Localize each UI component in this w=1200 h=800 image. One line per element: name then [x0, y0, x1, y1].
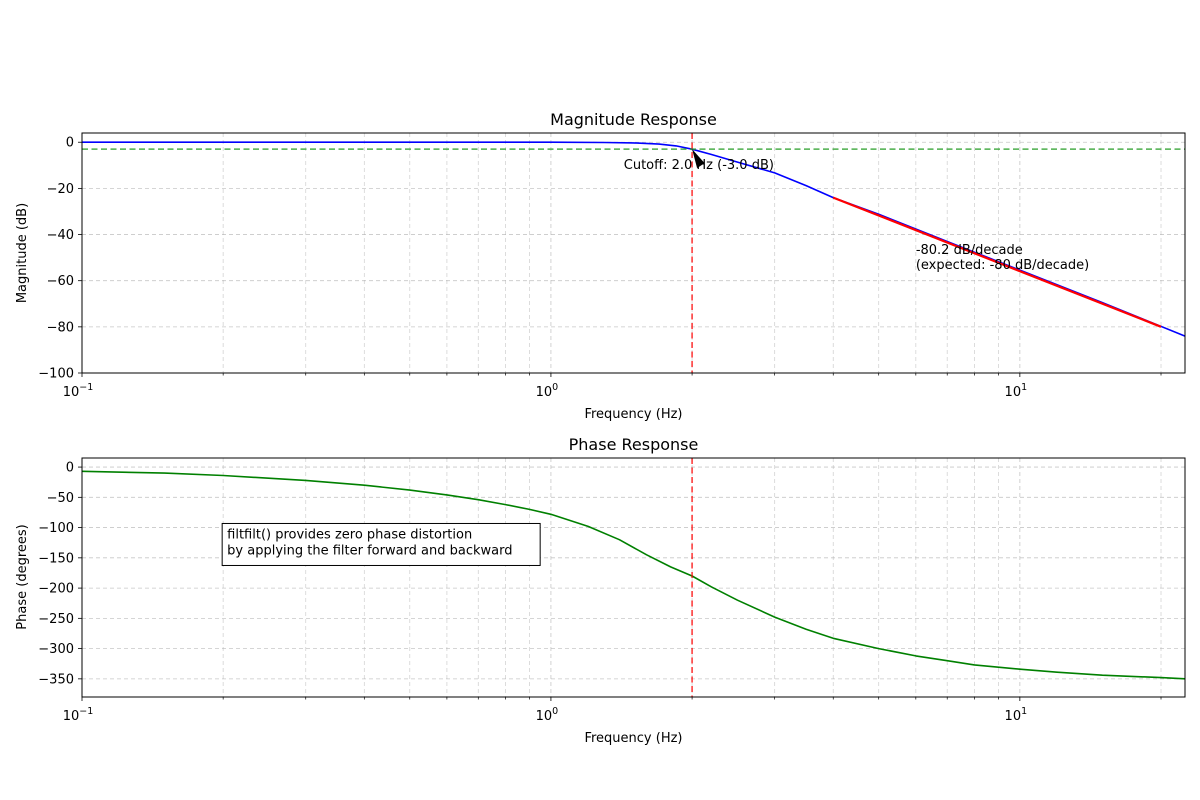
phase-annotation-box — [221, 522, 541, 566]
phase-y-tick-label: −150 — [38, 551, 74, 566]
magnitude-y-tick-label: −80 — [47, 320, 74, 335]
magnitude-x-tick-label: 100 — [536, 382, 559, 400]
magnitude-x-tick-base: 10 — [63, 385, 80, 400]
magnitude-y-tick-label: −100 — [38, 367, 74, 382]
phase-y-tick-label: 0 — [66, 461, 74, 476]
slope-annotation-line-1: -80.2 dB/decade — [916, 243, 1023, 258]
phase-y-axis-label: Phase (degrees) — [15, 524, 30, 629]
magnitude-y-tick-label: −60 — [47, 274, 74, 289]
magnitude-x-tick-exp: 0 — [552, 382, 558, 393]
magnitude-y-tick-label: −20 — [47, 182, 74, 197]
magnitude-series — [82, 141, 1186, 337]
magnitude-x-tick-exp: 1 — [1021, 382, 1027, 393]
phase-annotation: filtfilt() provides zero phase distortio… — [227, 527, 512, 558]
phase-y-tick-label: −200 — [38, 582, 74, 597]
phase-x-tick-exp: 0 — [552, 706, 558, 717]
phase-annotation-line-2: by applying the filter forward and backw… — [227, 543, 512, 558]
phase-y-tick-label: −350 — [38, 672, 74, 687]
phase-y-tick-label: −50 — [47, 491, 74, 506]
magnitude-panel: 10−1 100 101 0−20−40−60−80−100 Magnitude R… — [15, 110, 1186, 422]
phase-x-tick-base: 10 — [63, 709, 80, 724]
phase-x-tick-exp: 1 — [1021, 706, 1027, 717]
magnitude-x-axis-label: Frequency (Hz) — [584, 407, 682, 422]
magnitude-x-tick-label: 10−1 — [63, 382, 94, 400]
phase-y-ticks: 0 −50 −100 −150 −200 −250 −300 −350 — [38, 461, 82, 687]
phase-series — [81, 470, 1186, 680]
magnitude-reference-lines — [82, 133, 1185, 373]
magnitude-y-axis-label: Magnitude (dB) — [15, 203, 30, 303]
phase-annotations: filtfilt() provides zero phase distortio… — [221, 522, 541, 566]
magnitude-x-tick-base: 10 — [1005, 385, 1022, 400]
magnitude-annotations: Cutoff: 2.0 Hz (-3.0 dB) -80.2 dB/decade… — [624, 149, 1089, 273]
cutoff-arrow — [692, 149, 705, 169]
magnitude-y-tick-label: −40 — [47, 228, 74, 243]
magnitude-x-tick-base: 10 — [536, 385, 553, 400]
phase-series-line-1 — [81, 470, 1186, 680]
slope-annotation: -80.2 dB/decade (expected: -80 dB/decade… — [916, 243, 1089, 273]
magnitude-x-ticks: 10−1 100 101 — [63, 373, 1162, 400]
phase-axes-frame — [81, 457, 1186, 698]
phase-x-tick-label: 101 — [1005, 706, 1028, 724]
phase-x-tick-label: 10−1 — [63, 706, 94, 724]
magnitude-x-tick-label: 101 — [1005, 382, 1028, 400]
phase-grid — [81, 458, 1185, 697]
phase-x-tick-base: 10 — [1005, 709, 1022, 724]
magnitude-title: Magnitude Response — [550, 110, 717, 129]
phase-x-ticks: 10−1 100 101 — [63, 697, 1162, 724]
phase-annotation-line-1: filtfilt() provides zero phase distortio… — [227, 527, 472, 542]
phase-x-axis-label: Frequency (Hz) — [584, 731, 682, 746]
phase-y-tick-label: −100 — [38, 521, 74, 536]
phase-y-tick-label: −250 — [38, 612, 74, 627]
phase-panel: 10−1 100 101 0−50−100−150−200−250−300−350 … — [15, 435, 1186, 746]
phase-title: Phase Response — [569, 435, 699, 454]
phase-x-tick-exp: −1 — [79, 706, 93, 717]
magnitude-axes-frame — [81, 132, 1186, 374]
cutoff-annotation: Cutoff: 2.0 Hz (-3.0 dB) — [624, 158, 774, 173]
phase-x-tick-label: 100 — [536, 706, 559, 724]
magnitude-y-tick-label: 0 — [66, 136, 74, 151]
phase-y-tick-label: −300 — [38, 642, 74, 657]
slope-annotation-line-2: (expected: -80 dB/decade) — [916, 258, 1089, 273]
magnitude-series-line-2 — [832, 196, 1162, 328]
phase-x-tick-base: 10 — [536, 709, 553, 724]
magnitude-x-tick-exp: −1 — [79, 382, 93, 393]
magnitude-y-ticks: 0 −20 −40 −60 −80 −100 — [38, 136, 82, 382]
